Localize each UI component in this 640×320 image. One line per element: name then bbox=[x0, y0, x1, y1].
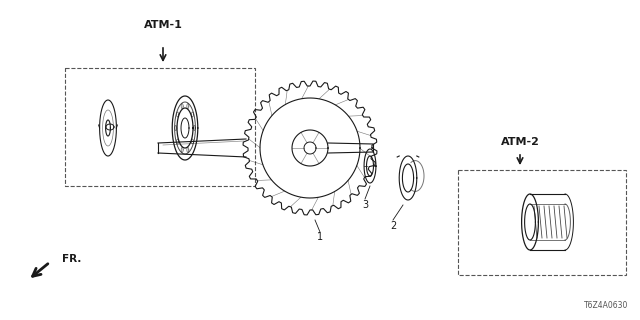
Text: 3: 3 bbox=[362, 200, 368, 210]
Text: T6Z4A0630: T6Z4A0630 bbox=[584, 301, 628, 310]
Bar bbox=[65, 68, 255, 186]
Text: ATM-2: ATM-2 bbox=[500, 137, 540, 147]
Text: 2: 2 bbox=[390, 221, 396, 231]
Text: FR.: FR. bbox=[62, 254, 81, 264]
Text: 1: 1 bbox=[317, 232, 323, 242]
Bar bbox=[458, 170, 626, 275]
Text: ATM-1: ATM-1 bbox=[143, 20, 182, 30]
